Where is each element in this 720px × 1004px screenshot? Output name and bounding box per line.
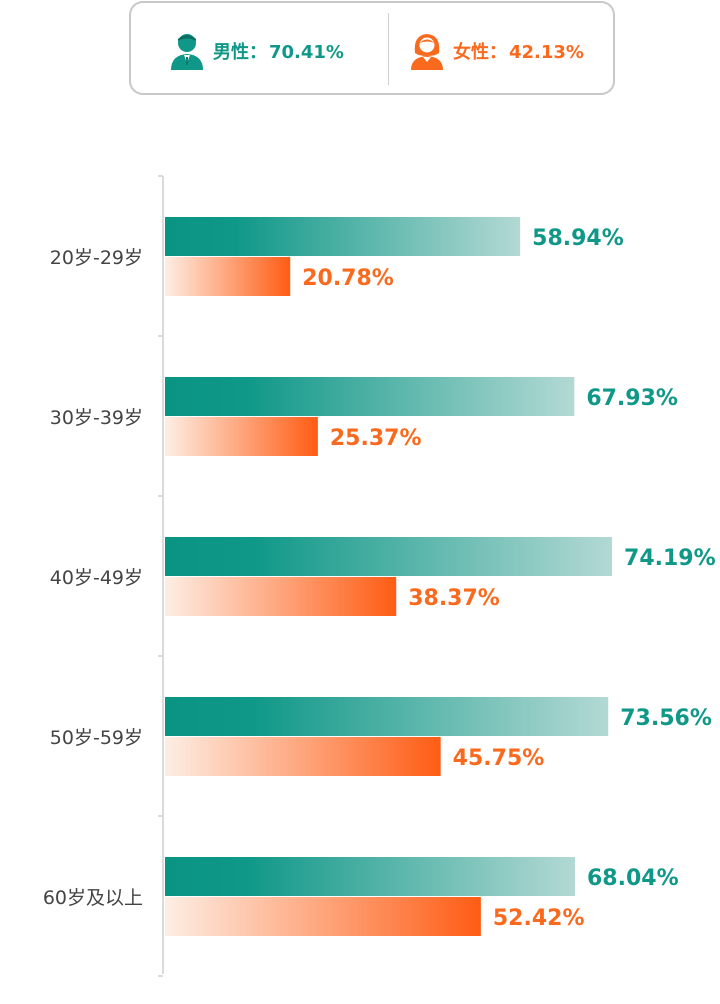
legend-female-label: 女性： — [453, 42, 507, 63]
category-axis — [158, 175, 164, 977]
bar-female — [165, 577, 397, 616]
legend-male-value: 70.41% — [269, 42, 344, 63]
value-label-female: 38.37% — [408, 586, 500, 611]
bar-male — [165, 217, 521, 256]
category-label: 20岁-29岁 — [50, 247, 143, 269]
value-label-female: 45.75% — [453, 746, 545, 771]
legend-female-text: 女性： 42.13% — [453, 38, 584, 64]
legend-male-label: 男性： — [213, 42, 267, 63]
bars — [165, 217, 613, 936]
bar-male — [165, 377, 575, 416]
bar-female — [165, 417, 318, 456]
category-label: 50岁-59岁 — [50, 727, 143, 749]
bar-female — [165, 257, 291, 296]
bar-female — [165, 897, 481, 936]
legend-divider — [388, 13, 389, 85]
category-label: 40岁-49岁 — [50, 567, 143, 589]
category-label: 60岁及以上 — [43, 887, 143, 909]
legend-item-male: 男性： 70.41% — [169, 31, 344, 71]
value-label-female: 25.37% — [330, 426, 422, 451]
labels: 20岁-29岁 58.94% 20.78% 30岁-39岁 67.93% 25.37% 40… — [43, 226, 716, 931]
legend-male-text: 男性： 70.41% — [213, 38, 344, 64]
legend-item-female: 女性： 42.13% — [409, 31, 584, 71]
legend-female-value: 42.13% — [509, 42, 584, 63]
value-label-male: 67.93% — [586, 386, 678, 411]
value-label-male: 68.04% — [587, 866, 679, 891]
value-label-female: 52.42% — [493, 906, 585, 931]
bar-female — [165, 737, 441, 776]
value-label-male: 73.56% — [620, 706, 712, 731]
value-label-male: 74.19% — [624, 546, 716, 571]
female-person-icon — [411, 34, 443, 70]
value-label-female: 20.78% — [302, 266, 394, 291]
legend: 男性： 70.41% 女性： 42.13% — [129, 1, 615, 95]
bar-male — [165, 857, 575, 896]
category-label: 30岁-39岁 — [50, 407, 143, 429]
bar-male — [165, 537, 613, 576]
bar-male — [165, 697, 609, 736]
value-label-male: 58.94% — [532, 226, 624, 251]
male-person-icon — [171, 34, 203, 70]
